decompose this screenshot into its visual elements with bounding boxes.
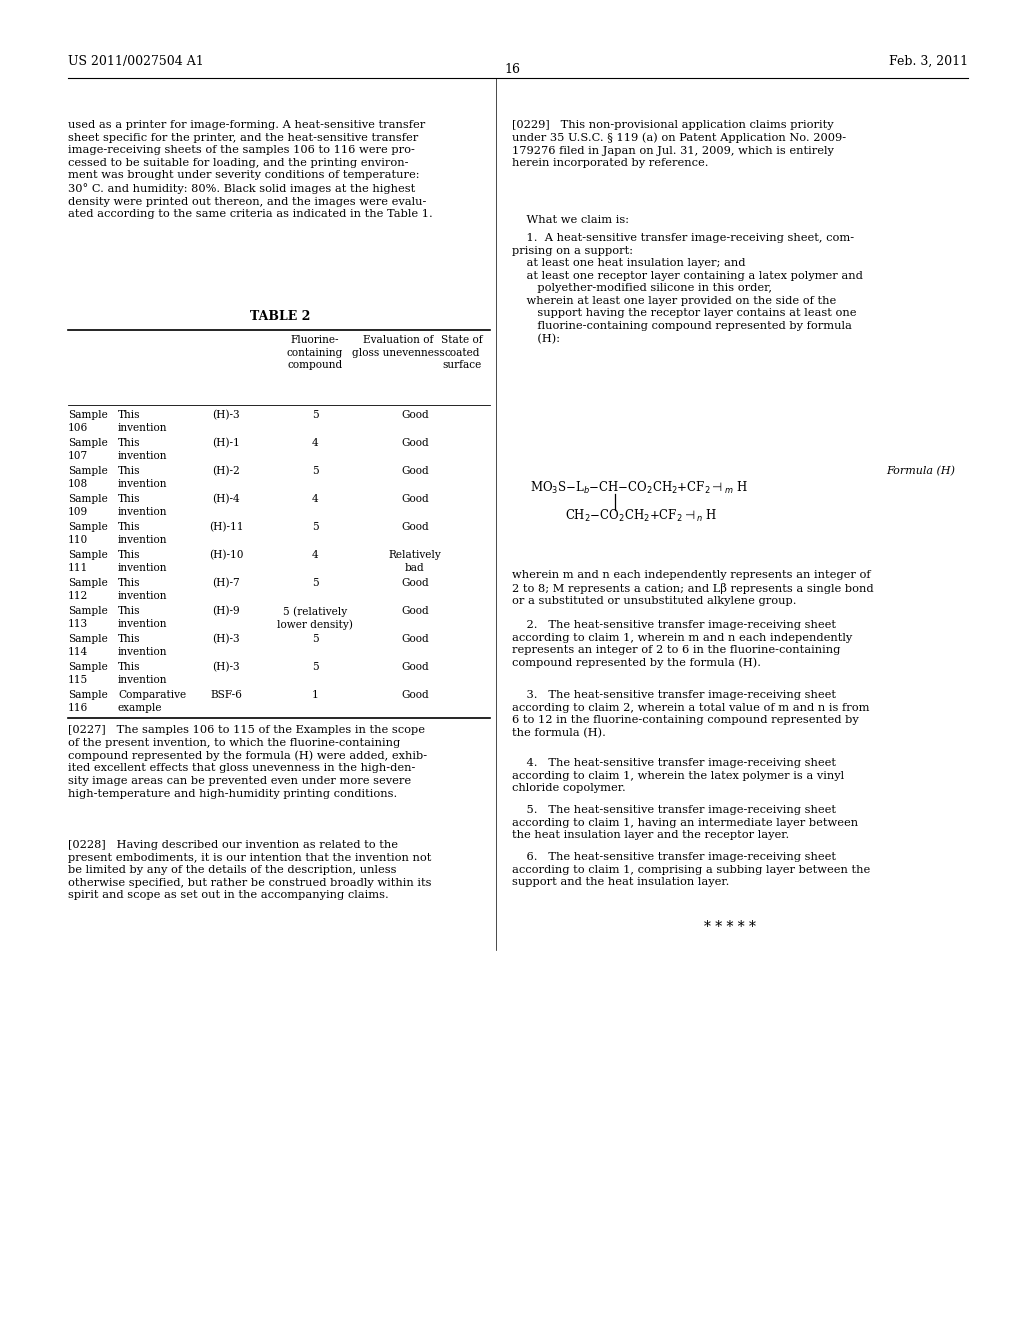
- Text: State of
coated
surface: State of coated surface: [441, 335, 482, 370]
- Text: Feb. 3, 2011: Feb. 3, 2011: [889, 55, 968, 69]
- Text: Good: Good: [401, 411, 429, 420]
- Text: Sample
112: Sample 112: [68, 578, 108, 601]
- Text: CH$_2$$-$CO$_2$CH$_2$$+$CF$_2$$\dashv_n$ H: CH$_2$$-$CO$_2$CH$_2$$+$CF$_2$$\dashv_n$…: [565, 508, 718, 524]
- Text: Sample
115: Sample 115: [68, 663, 108, 685]
- Text: 1: 1: [311, 690, 318, 700]
- Text: [0227]   The samples 106 to 115 of the Examples in the scope
of the present inve: [0227] The samples 106 to 115 of the Exa…: [68, 725, 427, 799]
- Text: 4.   The heat-sensitive transfer image-receiving sheet
according to claim 1, whe: 4. The heat-sensitive transfer image-rec…: [512, 758, 844, 793]
- Text: 5: 5: [311, 466, 318, 477]
- Text: BSF-6: BSF-6: [210, 690, 242, 700]
- Text: Comparative
example: Comparative example: [118, 690, 186, 713]
- Text: (H)-1: (H)-1: [212, 438, 240, 449]
- Text: Good: Good: [401, 578, 429, 587]
- Text: This
invention: This invention: [118, 634, 168, 656]
- Text: 3.   The heat-sensitive transfer image-receiving sheet
according to claim 2, whe: 3. The heat-sensitive transfer image-rec…: [512, 690, 869, 738]
- Text: Good: Good: [401, 663, 429, 672]
- Text: 4: 4: [311, 438, 318, 447]
- Text: This
invention: This invention: [118, 663, 168, 685]
- Text: (H)-3: (H)-3: [212, 634, 240, 644]
- Text: This
invention: This invention: [118, 578, 168, 601]
- Text: (H)-11: (H)-11: [209, 521, 244, 532]
- Text: This
invention: This invention: [118, 466, 168, 488]
- Text: 5.   The heat-sensitive transfer image-receiving sheet
according to claim 1, hav: 5. The heat-sensitive transfer image-rec…: [512, 805, 858, 840]
- Text: wherein m and n each independently represents an integer of
2 to 8; M represents: wherein m and n each independently repre…: [512, 570, 873, 606]
- Text: 5: 5: [311, 663, 318, 672]
- Text: This
invention: This invention: [118, 438, 168, 461]
- Text: 2.   The heat-sensitive transfer image-receiving sheet
according to claim 1, whe: 2. The heat-sensitive transfer image-rec…: [512, 620, 852, 668]
- Text: [0229]   This non-provisional application claims priority
under 35 U.S.C. § 119 : [0229] This non-provisional application …: [512, 120, 846, 169]
- Text: 1.  A heat-sensitive transfer image-receiving sheet, com-
prising on a support:
: 1. A heat-sensitive transfer image-recei…: [512, 234, 863, 345]
- Text: Sample
114: Sample 114: [68, 634, 108, 656]
- Text: Sample
108: Sample 108: [68, 466, 108, 488]
- Text: This
invention: This invention: [118, 411, 168, 433]
- Text: Formula (H): Formula (H): [886, 466, 955, 477]
- Text: 5: 5: [311, 411, 318, 420]
- Text: (H)-10: (H)-10: [209, 550, 244, 560]
- Text: Sample
107: Sample 107: [68, 438, 108, 461]
- Text: (H)-4: (H)-4: [212, 494, 240, 504]
- Text: 5: 5: [311, 521, 318, 532]
- Text: This
invention: This invention: [118, 494, 168, 516]
- Text: 4: 4: [311, 550, 318, 560]
- Text: 5: 5: [311, 578, 318, 587]
- Text: Sample
109: Sample 109: [68, 494, 108, 516]
- Text: Good: Good: [401, 690, 429, 700]
- Text: MO$_3$S$-$L$_b$$-$CH$-$CO$_2$CH$_2$$+$CF$_2$$\dashv_m$ H: MO$_3$S$-$L$_b$$-$CH$-$CO$_2$CH$_2$$+$CF…: [530, 480, 749, 496]
- Text: Good: Good: [401, 438, 429, 447]
- Text: Sample
116: Sample 116: [68, 690, 108, 713]
- Text: This
invention: This invention: [118, 521, 168, 545]
- Text: 5 (relatively
lower density): 5 (relatively lower density): [278, 606, 353, 630]
- Text: (H)-7: (H)-7: [212, 578, 240, 589]
- Text: (H)-3: (H)-3: [212, 663, 240, 672]
- Text: Good: Good: [401, 494, 429, 504]
- Text: Relatively
bad: Relatively bad: [389, 550, 441, 573]
- Text: * * * * *: * * * * *: [705, 920, 756, 935]
- Text: 5: 5: [311, 634, 318, 644]
- Text: What we claim is:: What we claim is:: [512, 215, 629, 224]
- Text: [0228]   Having described our invention as related to the
present embodiments, i: [0228] Having described our invention as…: [68, 840, 431, 900]
- Text: Fluorine-
containing
compound: Fluorine- containing compound: [287, 335, 343, 370]
- Text: (H)-9: (H)-9: [212, 606, 240, 616]
- Text: This
invention: This invention: [118, 606, 168, 628]
- Text: Sample
110: Sample 110: [68, 521, 108, 545]
- Text: Good: Good: [401, 521, 429, 532]
- Text: TABLE 2: TABLE 2: [250, 310, 310, 323]
- Text: (H)-2: (H)-2: [212, 466, 240, 477]
- Text: This
invention: This invention: [118, 550, 168, 573]
- Text: 4: 4: [311, 494, 318, 504]
- Text: 16: 16: [504, 63, 520, 77]
- Text: Sample
106: Sample 106: [68, 411, 108, 433]
- Text: (H)-3: (H)-3: [212, 411, 240, 420]
- Text: 6.   The heat-sensitive transfer image-receiving sheet
according to claim 1, com: 6. The heat-sensitive transfer image-rec…: [512, 851, 870, 887]
- Text: Sample
111: Sample 111: [68, 550, 108, 573]
- Text: Good: Good: [401, 634, 429, 644]
- Text: Good: Good: [401, 466, 429, 477]
- Text: Sample
113: Sample 113: [68, 606, 108, 628]
- Text: Good: Good: [401, 606, 429, 616]
- Text: US 2011/0027504 A1: US 2011/0027504 A1: [68, 55, 204, 69]
- Text: Evaluation of
gloss unevenness: Evaluation of gloss unevenness: [351, 335, 444, 358]
- Text: used as a printer for image-forming. A heat-sensitive transfer
sheet specific fo: used as a printer for image-forming. A h…: [68, 120, 433, 219]
